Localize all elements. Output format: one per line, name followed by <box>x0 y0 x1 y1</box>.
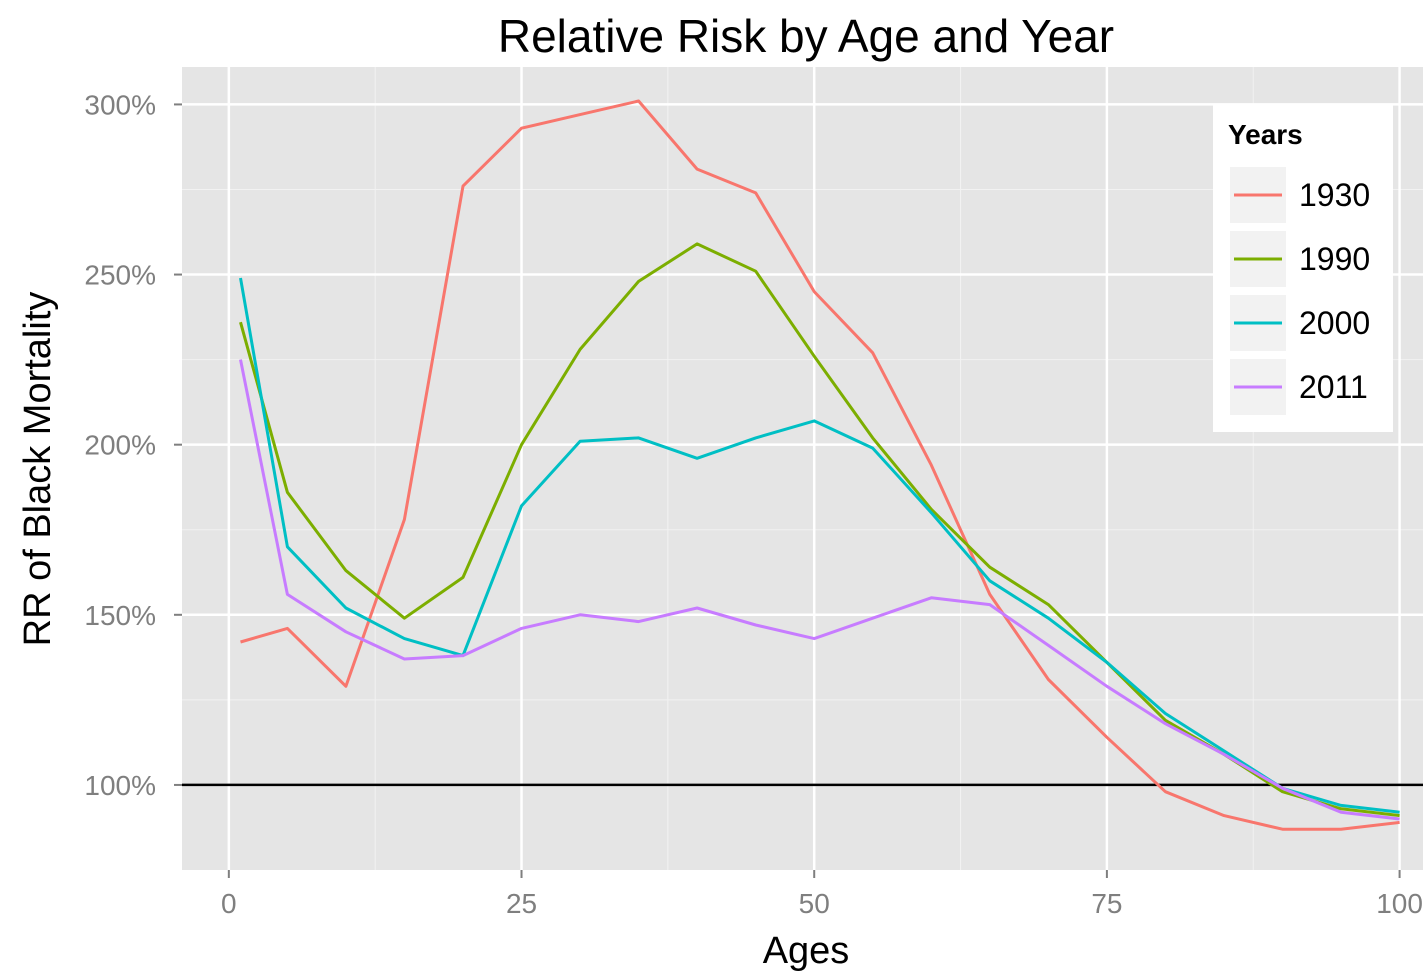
legend-items: 1930 1990 2000 2011 <box>1230 167 1370 415</box>
series-lines <box>239 99 1400 831</box>
x-axis-title: Ages <box>763 930 850 972</box>
y-tick-label: 200% <box>84 430 156 461</box>
y-tick-label: 300% <box>84 89 156 120</box>
legend-label: 2011 <box>1299 369 1368 405</box>
legend-label: 1990 <box>1299 241 1370 277</box>
x-tick-label: 100 <box>1376 888 1423 919</box>
legend-label: 1930 <box>1299 177 1370 213</box>
x-tick-label: 50 <box>799 888 830 919</box>
x-tick-label: 25 <box>506 888 537 919</box>
axis-ticks: 0 25 50 75 100 100% 150% 200% 250% 300% <box>84 89 1423 919</box>
y-tick-label: 100% <box>84 770 156 801</box>
y-tick-label: 150% <box>84 600 156 631</box>
legend-title: Years <box>1228 119 1303 150</box>
series-line-2011 <box>239 359 1400 821</box>
legend-label: 2000 <box>1299 305 1370 341</box>
chart-title: Relative Risk by Age and Year <box>498 10 1114 62</box>
y-axis-title: RR of Black Mortality <box>17 292 59 647</box>
legend: Years 1930 1990 2000 2011 <box>1213 105 1393 432</box>
x-tick-label: 75 <box>1091 888 1122 919</box>
y-tick-label: 250% <box>84 260 156 291</box>
series-line-1930 <box>240 99 1400 831</box>
series-line-2000 <box>239 277 1400 814</box>
x-tick-label: 0 <box>221 888 237 919</box>
